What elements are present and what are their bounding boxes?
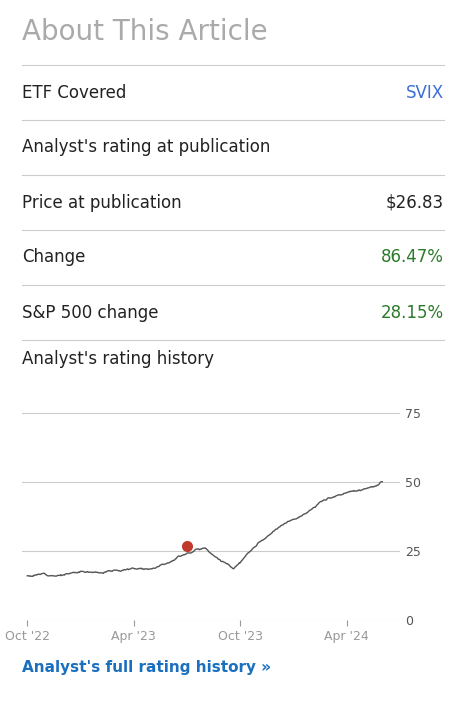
- Text: SVIX: SVIX: [406, 84, 444, 101]
- Text: Price at publication: Price at publication: [22, 194, 182, 211]
- Text: S&P 500 change: S&P 500 change: [22, 303, 158, 322]
- Text: Change: Change: [22, 249, 85, 267]
- Text: SELL: SELL: [391, 139, 435, 156]
- Text: $26.83: $26.83: [386, 194, 444, 211]
- Text: 28.15%: 28.15%: [381, 303, 444, 322]
- Text: Analyst's rating at publication: Analyst's rating at publication: [22, 139, 270, 156]
- Text: 86.47%: 86.47%: [381, 249, 444, 267]
- Text: ETF Covered: ETF Covered: [22, 84, 126, 101]
- Text: Analyst's rating history: Analyst's rating history: [22, 350, 214, 368]
- Text: ?: ?: [381, 22, 389, 36]
- Text: Analyst's full rating history »: Analyst's full rating history »: [22, 660, 271, 675]
- Text: About This Article: About This Article: [22, 18, 267, 46]
